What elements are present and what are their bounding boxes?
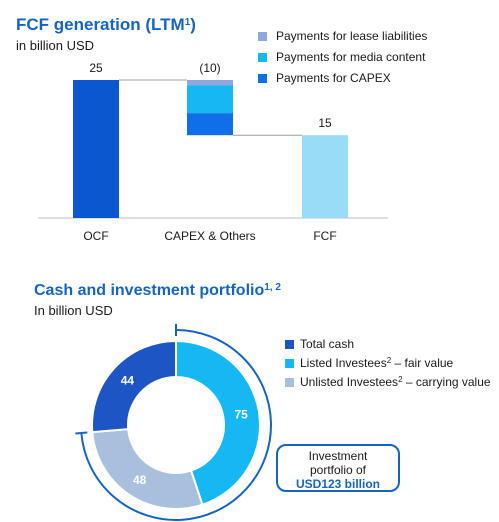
donut-legend: Total cash Listed Investees2 – fair value… [285,337,491,389]
waterfall-chart: 25 (10) 15 OCF CAPEX & Others FCF [38,61,388,243]
category-label-0: OCF [83,229,108,243]
donut-chart: 75 48 44 [75,324,272,521]
slice-unlisted-investees [91,427,204,510]
value-label-2: 15 [318,116,332,130]
donut-legend-label-1: Listed Investees2 – fair value [300,356,454,371]
donut-legend-swatch-2 [285,378,294,387]
fcf-subtitle: in billion USD [16,38,94,53]
donut-legend-swatch-0 [285,340,294,349]
donut-legend-label-0: Total cash [300,337,354,351]
category-label-2: FCF [313,229,336,243]
donut-legend-swatch-1 [285,359,294,368]
fcf-title: FCF generation (LTM1) [16,15,196,34]
fcf-legend: Payments for lease liabilities Payments f… [258,29,427,85]
legend-swatch-2 [258,74,267,83]
value-label-1: (10) [199,61,220,75]
bar-capex [187,113,233,136]
portfolio-subtitle: In billion USD [34,303,113,318]
bar-ocf [73,80,119,218]
legend-swatch-1 [258,53,267,62]
slice-value-1: 75 [234,407,248,421]
bracket-tick-end [75,431,88,435]
box-line-3: USD123 billion [295,477,381,491]
portfolio-title: Cash and investment portfolio1, 2 [34,282,281,300]
bar-fcf [302,135,348,218]
slice-listed-investees [175,339,261,507]
box-line-2: portfolio of [309,463,367,477]
bar-lease-liabilities [187,80,233,86]
slice-total-cash [91,339,177,434]
legend-swatch-0 [258,32,267,41]
legend-label-0: Payments for lease liabilities [276,29,427,43]
box-line-1: Investment [308,449,368,463]
bar-media-content [187,85,233,114]
investment-bracket-arc [80,329,272,521]
slice-value-2: 48 [133,473,147,487]
category-label-1: CAPEX & Others [164,229,255,243]
donut-legend-label-2: Unlisted Investees2 – carrying value [300,375,491,390]
slice-value-0: 44 [121,373,135,387]
investment-portfolio-box: Investment portfolio of USD123 billion [276,444,400,492]
legend-label-1: Payments for media content [276,50,426,64]
legend-label-2: Payments for CAPEX [276,71,391,85]
value-label-0: 25 [89,61,103,75]
